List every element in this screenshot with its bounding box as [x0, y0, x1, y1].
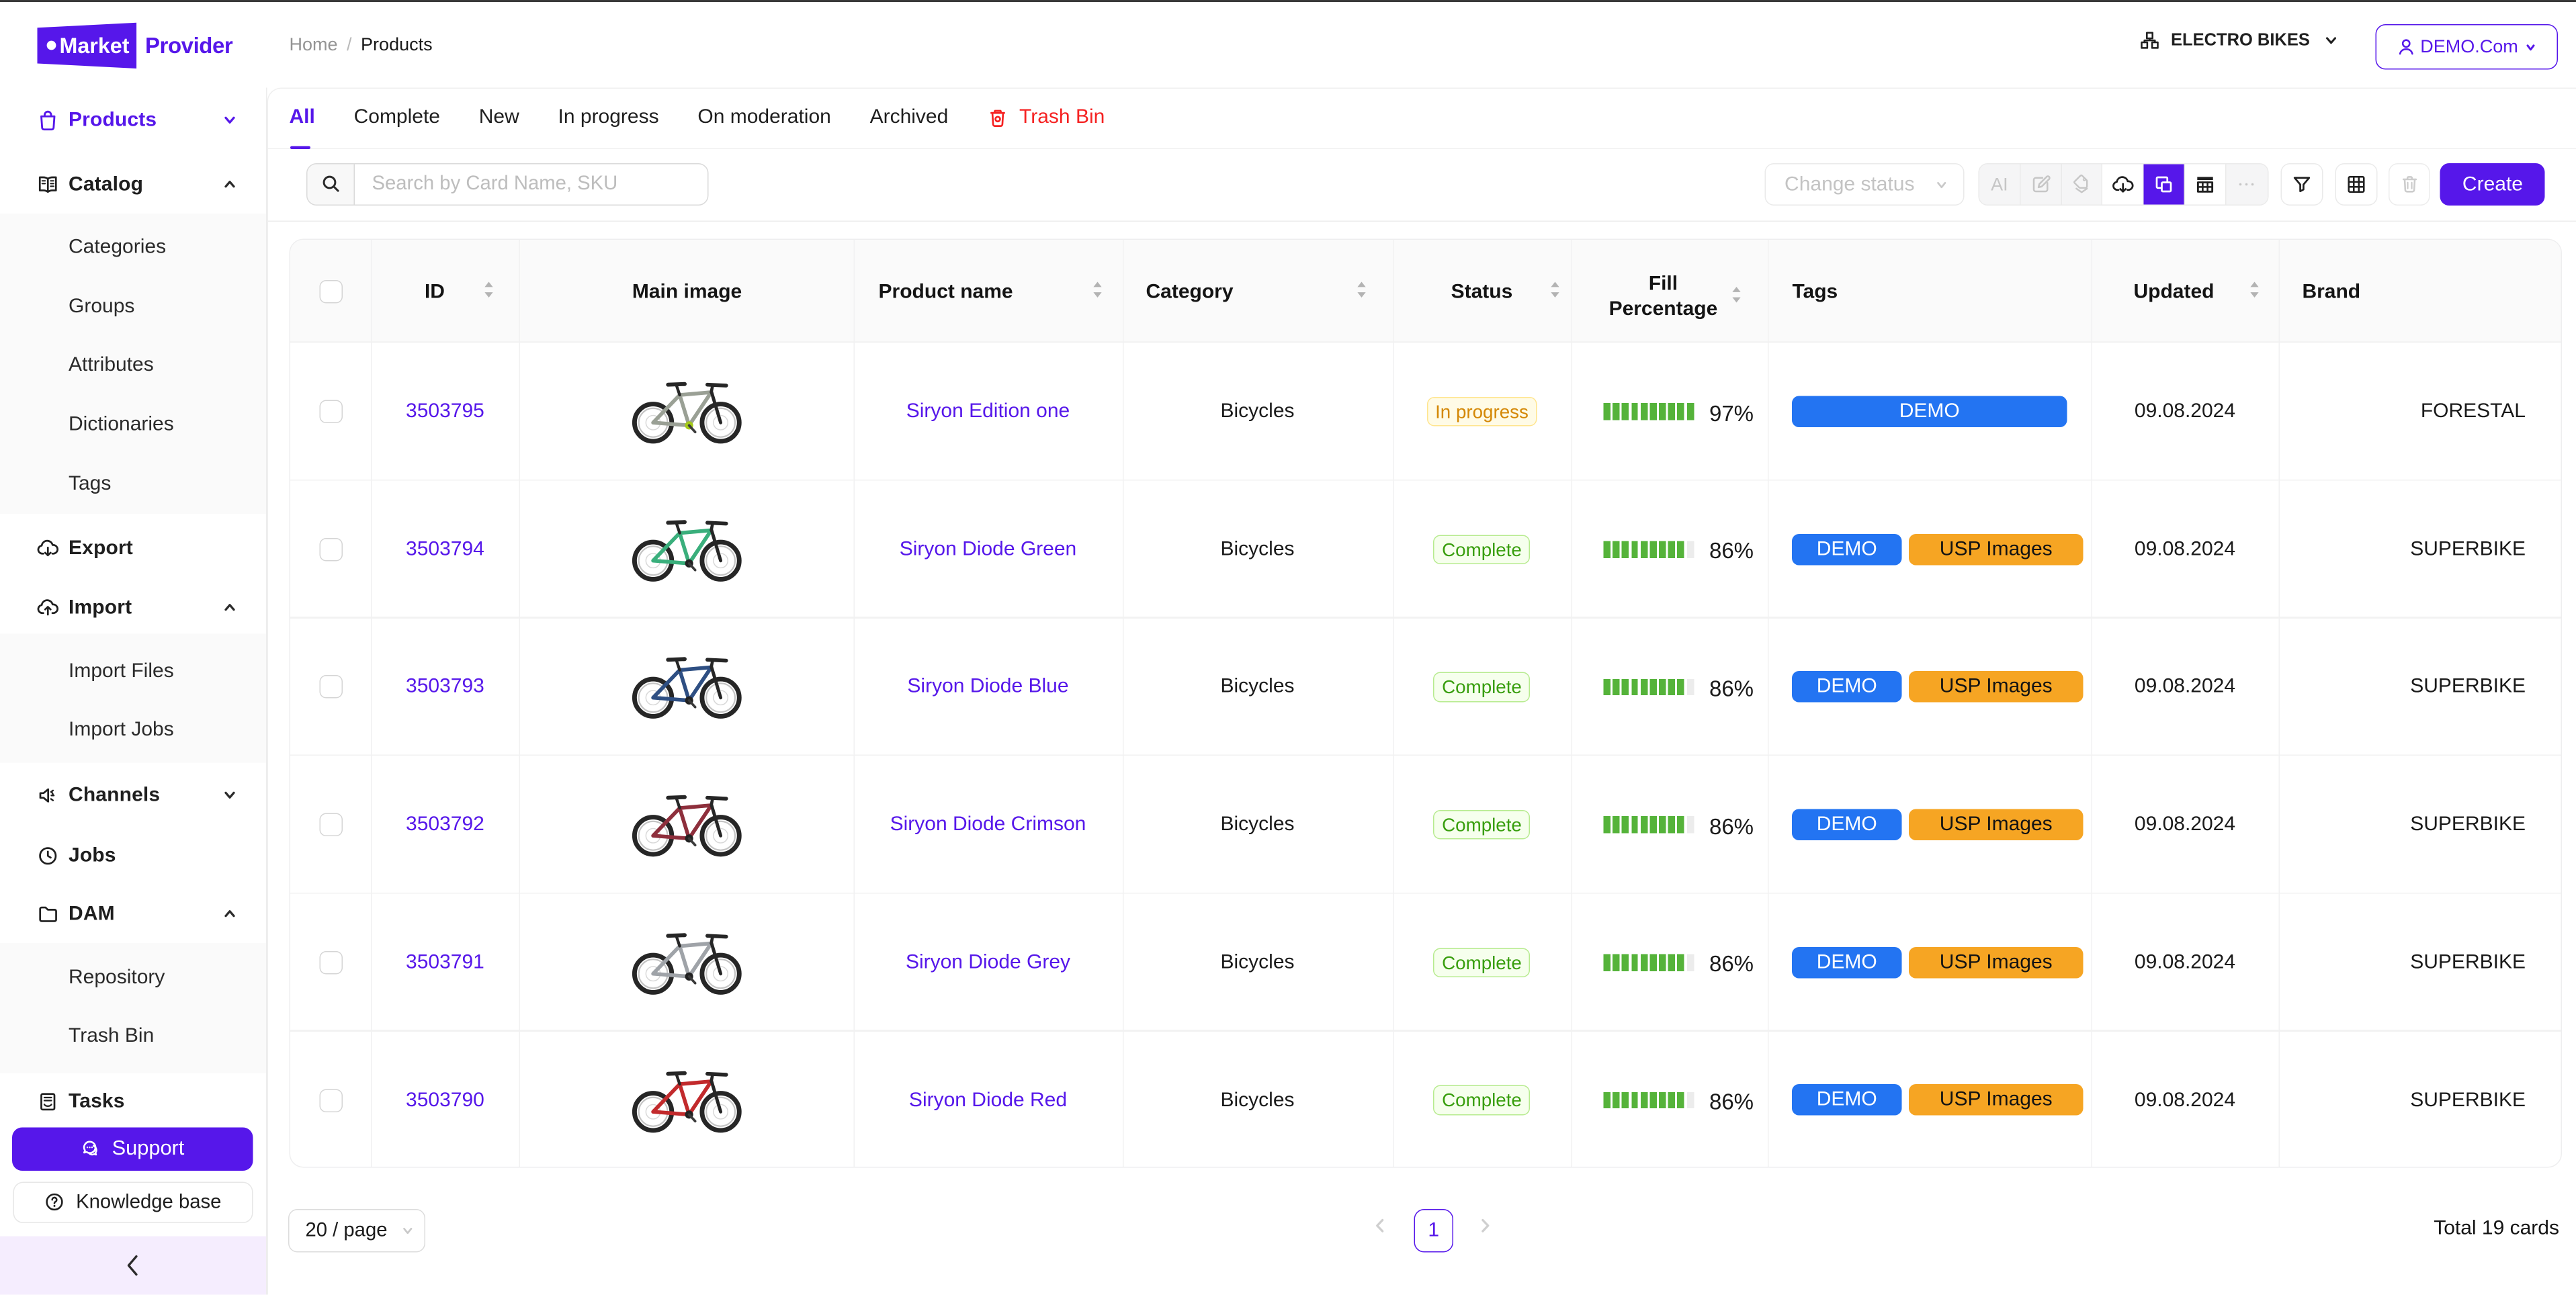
svg-text:Provider: Provider: [145, 33, 233, 58]
svg-text:Market: Market: [60, 34, 130, 58]
